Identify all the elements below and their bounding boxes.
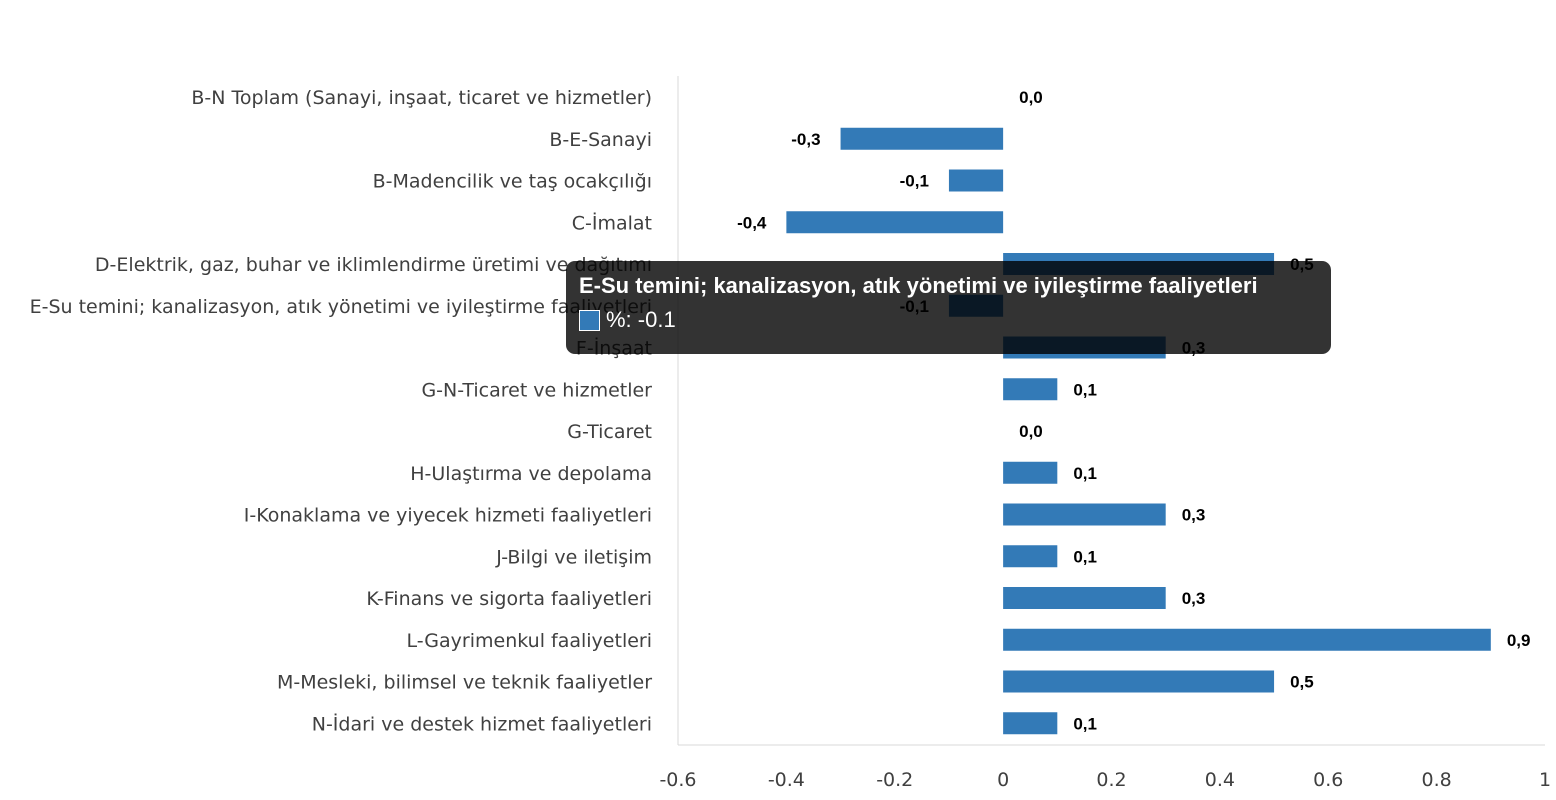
- category-label: E-Su temini; kanalizasyon, atık yönetimi…: [30, 296, 652, 318]
- x-tick-label: 0: [997, 769, 1009, 791]
- category-label: I-Konaklama ve yiyecek hizmeti faaliyetl…: [244, 505, 652, 527]
- category-label: L-Gayrimenkul faaliyetleri: [407, 630, 653, 652]
- category-label: B-E-Sanayi: [549, 129, 652, 151]
- data-label: -0,4: [737, 213, 767, 232]
- category-label: B-Madencilik ve taş ocakçılığı: [373, 171, 652, 193]
- data-label: 0,1: [1073, 380, 1097, 399]
- bar[interactable]: [1003, 545, 1058, 568]
- x-tick-label: -0.2: [876, 769, 913, 791]
- x-tick-label: 0.8: [1422, 769, 1452, 791]
- data-label: 0,5: [1290, 673, 1314, 692]
- data-label: 0,1: [1073, 547, 1097, 566]
- bar[interactable]: [840, 127, 1004, 150]
- bar[interactable]: [948, 169, 1004, 192]
- data-label: 0,1: [1073, 714, 1097, 733]
- x-tick-label: 0.2: [1096, 769, 1126, 791]
- category-label: D-Elektrik, gaz, buhar ve iklimlendirme …: [95, 254, 652, 276]
- tooltip-value: %: -0.1: [606, 307, 676, 332]
- x-tick-label: 0.6: [1313, 769, 1343, 791]
- bar[interactable]: [1003, 461, 1058, 484]
- category-label: J-Bilgi ve iletişim: [495, 546, 652, 568]
- bar[interactable]: [1003, 378, 1058, 401]
- category-label: M-Mesleki, bilimsel ve teknik faaliyetle…: [277, 672, 652, 694]
- bar[interactable]: [786, 211, 1004, 234]
- category-label: G-N-Ticaret ve hizmetler: [421, 379, 652, 401]
- data-label: -0,1: [900, 172, 929, 191]
- bar[interactable]: [1003, 587, 1166, 609]
- data-label: 0,3: [1182, 589, 1206, 608]
- bar[interactable]: [1003, 628, 1491, 651]
- category-label: K-Finans ve sigorta faaliyetleri: [366, 588, 652, 610]
- data-label: 0,1: [1073, 464, 1097, 483]
- x-tick-label: 0.4: [1205, 769, 1235, 791]
- data-label: -0,3: [791, 130, 820, 149]
- x-tick-label: -0.4: [768, 769, 805, 791]
- tooltip-title: E-Su temini; kanalizasyon, atık yönetimi…: [579, 273, 1258, 298]
- data-label: 0,3: [1182, 506, 1206, 525]
- category-label: B-N Toplam (Sanayi, inşaat, ticaret ve h…: [191, 87, 652, 109]
- category-label: N-İdari ve destek hizmet faaliyetleri: [312, 712, 652, 735]
- category-label: G-Ticaret: [567, 421, 652, 443]
- tooltip: E-Su temini; kanalizasyon, atık yönetimi…: [566, 261, 1331, 354]
- tooltip-color-swatch: [579, 309, 600, 331]
- data-label: 0,9: [1507, 631, 1531, 650]
- data-label: 0,0: [1019, 88, 1043, 107]
- bar[interactable]: [1003, 712, 1058, 735]
- category-label: H-Ulaştırma ve depolama: [410, 463, 652, 485]
- category-label: C-İmalat: [572, 211, 652, 234]
- bar[interactable]: [1003, 670, 1275, 693]
- x-tick-label: 1: [1539, 769, 1551, 791]
- bar[interactable]: [1003, 503, 1166, 526]
- tooltip-row: %: -0.1: [579, 307, 1318, 333]
- data-label: 0,0: [1019, 422, 1043, 441]
- x-tick-label: -0.6: [659, 769, 696, 791]
